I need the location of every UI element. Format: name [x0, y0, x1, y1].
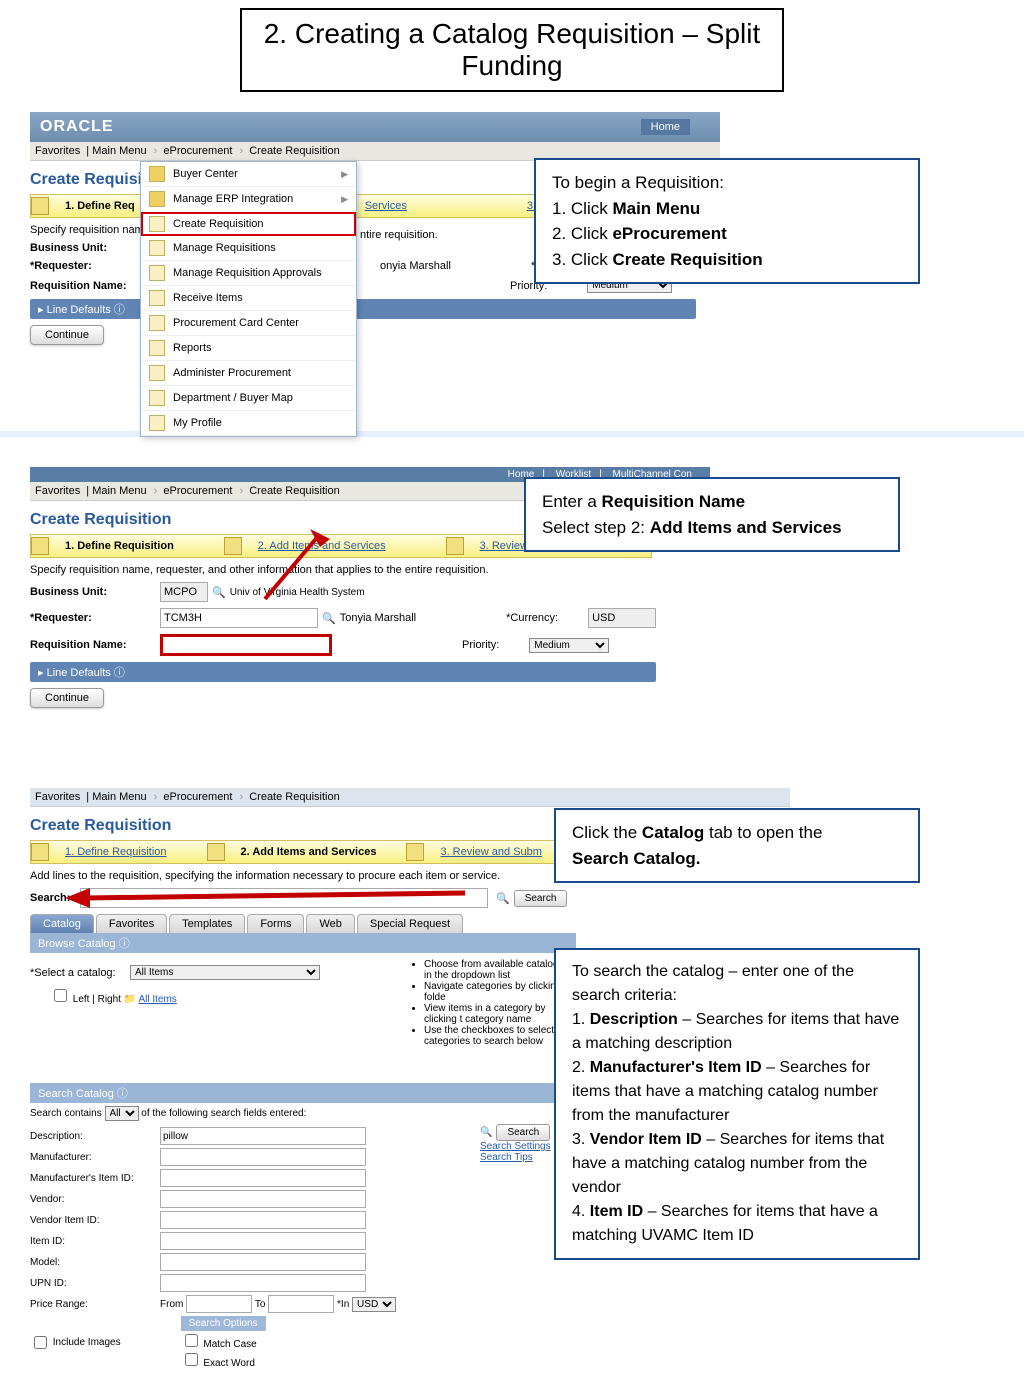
- upn-input[interactable]: [160, 1274, 366, 1292]
- iid-input[interactable]: [160, 1232, 366, 1250]
- oracle-header: ORACLE Home: [30, 112, 720, 142]
- page-title: 2. Creating a Catalog Requisition – Spli…: [240, 8, 784, 92]
- bu-input[interactable]: [160, 582, 208, 602]
- exactword-cb[interactable]: [185, 1353, 198, 1366]
- tab-web[interactable]: Web: [306, 914, 354, 933]
- wizard-icon: [31, 537, 49, 555]
- instruction-box-3b: To search the catalog – enter one of the…: [554, 948, 920, 1260]
- step2[interactable]: 2. Add Items and Services: [248, 540, 396, 552]
- venid-input[interactable]: [160, 1211, 366, 1229]
- desc-input[interactable]: [160, 1127, 366, 1145]
- browse-catalog-hdr: Browse Catalog ⓘ: [30, 933, 576, 953]
- menu-manage-req[interactable]: Manage Requisitions: [141, 236, 356, 261]
- tab-catalog[interactable]: Catalog: [30, 914, 94, 933]
- ntire-req: ntire requisition.: [360, 229, 438, 241]
- menu-admin-proc[interactable]: Administer Procurement: [141, 361, 356, 386]
- s3-step3[interactable]: 3. Review and Subm: [430, 846, 552, 858]
- priority-select-2[interactable]: Medium: [529, 638, 609, 653]
- catalog-hints: Choose from available catalogs in the dr…: [410, 959, 570, 1047]
- s3-step2[interactable]: 2. Add Items and Services: [231, 846, 387, 858]
- tab-templates[interactable]: Templates: [169, 914, 245, 933]
- oracle-logo: ORACLE: [40, 118, 114, 136]
- bc-fav[interactable]: Favorites: [35, 145, 80, 157]
- req-input[interactable]: [160, 608, 318, 628]
- requester-name: onyia Marshall: [380, 260, 451, 272]
- eprocurement-menu: Buyer Center▶ Manage ERP Integration▶ Cr…: [140, 161, 357, 437]
- search-settings-link[interactable]: Search Settings: [480, 1141, 551, 1152]
- bc-cr[interactable]: Create Requisition: [249, 145, 340, 157]
- continue-button[interactable]: Continue: [30, 325, 104, 345]
- all-items-link[interactable]: All Items: [138, 994, 176, 1005]
- menu-manage-erp[interactable]: Manage ERP Integration▶: [141, 187, 356, 212]
- line-defaults[interactable]: ▸ Line Defaults ⓘ: [30, 299, 696, 319]
- price-to[interactable]: [268, 1295, 334, 1313]
- instruction-box-1: To begin a Requisition: 1. Click Main Me…: [534, 158, 920, 284]
- search-button-2[interactable]: Search: [496, 1124, 550, 1141]
- home-button[interactable]: Home: [641, 119, 690, 135]
- mfr-input[interactable]: [160, 1148, 366, 1166]
- menu-create-requisition[interactable]: Create Requisition: [141, 212, 356, 236]
- menu-my-profile[interactable]: My Profile: [141, 411, 356, 436]
- mfid-input[interactable]: [160, 1169, 366, 1187]
- tab-forms[interactable]: Forms: [247, 914, 304, 933]
- wizard-icon: [31, 197, 49, 215]
- menu-receive-items[interactable]: Receive Items: [141, 286, 356, 311]
- bc-ep[interactable]: eProcurement: [163, 145, 232, 157]
- price-from[interactable]: [186, 1295, 252, 1313]
- step-services[interactable]: Services: [355, 200, 417, 212]
- step-define[interactable]: 1. Define Req: [55, 200, 145, 212]
- bc-main[interactable]: Main Menu: [92, 145, 146, 157]
- menu-buyer-center[interactable]: Buyer Center▶: [141, 162, 356, 187]
- subtext-2: Specify requisition name, requester, and…: [30, 564, 710, 576]
- currency-select[interactable]: USD: [352, 1297, 396, 1312]
- step1[interactable]: 1. Define Requisition: [55, 540, 184, 552]
- s3-step1[interactable]: 1. Define Requisition: [55, 846, 177, 858]
- search-button[interactable]: Search: [514, 890, 568, 907]
- menu-dept-buyer[interactable]: Department / Buyer Map: [141, 386, 356, 411]
- reqname-input[interactable]: [160, 634, 332, 656]
- catalog-select[interactable]: All Items: [130, 965, 320, 980]
- breadcrumb-3: Favorites | Main Menu› eProcurement› Cre…: [30, 788, 790, 807]
- instruction-box-3a: Click the Catalog tab to open the Search…: [554, 808, 920, 883]
- line-defaults-2[interactable]: ▸ Line Defaults ⓘ: [30, 662, 656, 682]
- search-catalog-hdr: Search Catalog ⓘ: [30, 1083, 576, 1103]
- model-input[interactable]: [160, 1253, 366, 1271]
- incimg-cb[interactable]: [34, 1336, 47, 1349]
- menu-manage-req-appr[interactable]: Manage Requisition Approvals: [141, 261, 356, 286]
- menu-proc-card[interactable]: Procurement Card Center: [141, 311, 356, 336]
- search-contains[interactable]: All: [105, 1106, 139, 1121]
- left-right-cb[interactable]: [54, 989, 67, 1002]
- search-tips-link[interactable]: Search Tips: [480, 1152, 533, 1163]
- ven-input[interactable]: [160, 1190, 366, 1208]
- matchcase-cb[interactable]: [185, 1334, 198, 1347]
- cur-input: [588, 608, 656, 628]
- instruction-box-2: Enter a Requisition Name Select step 2: …: [524, 477, 900, 552]
- tab-special[interactable]: Special Request: [357, 914, 463, 933]
- menu-reports[interactable]: Reports: [141, 336, 356, 361]
- search-input[interactable]: [80, 888, 488, 908]
- tab-favorites[interactable]: Favorites: [96, 914, 167, 933]
- continue-button-2[interactable]: Continue: [30, 688, 104, 708]
